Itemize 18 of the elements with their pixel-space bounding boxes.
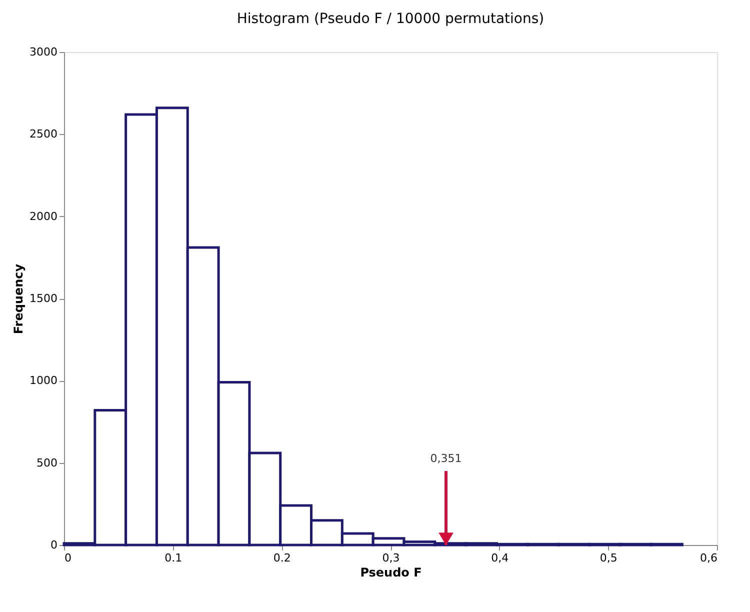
y-tick-label: 500 [36, 456, 58, 470]
annotation: 0,351 [430, 452, 462, 466]
x-tick-label: 0,5 [600, 552, 618, 564]
y-tick-label: 1000 [30, 374, 58, 388]
x-tick-label: 0.2 [273, 552, 291, 564]
y-tick-label: 1500 [30, 292, 58, 305]
chart-title: Histogram (Pseudo F / 10000 permutations) [236, 11, 544, 27]
x-tick-label: 0,6 [700, 552, 718, 564]
y-tick-label: 2500 [30, 128, 58, 141]
y-tick-label: 3000 [30, 46, 58, 58]
x-tick-label: 0.1 [164, 552, 182, 564]
x-tick-label: 0 [64, 552, 72, 564]
x-axis-title: Pseudo F [360, 566, 422, 580]
x-tick-label: 0,4 [491, 552, 509, 564]
y-tick-label: 2000 [30, 210, 58, 223]
x-tick-label: 0,3 [382, 552, 400, 564]
y-axis-title: Frequency [12, 264, 26, 334]
y-tick-label: 0 [50, 538, 58, 552]
